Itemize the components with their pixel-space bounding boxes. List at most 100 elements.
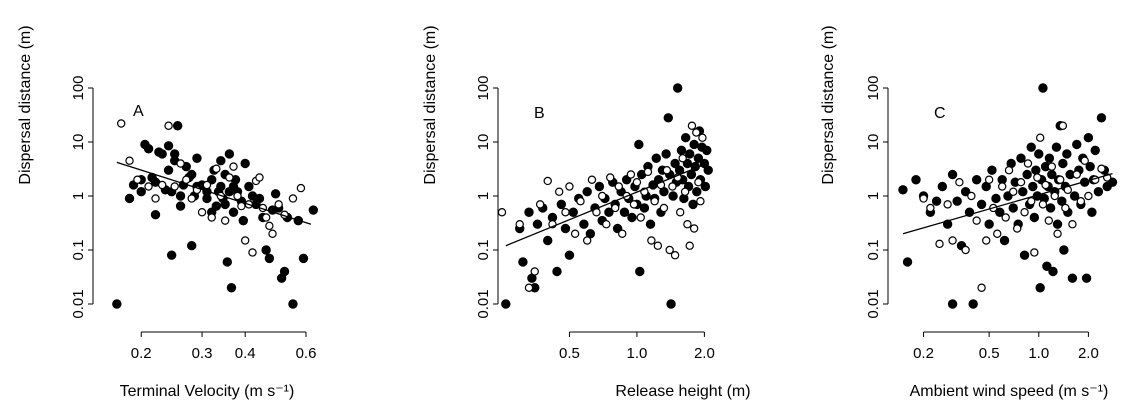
data-point-filled [931,196,942,206]
data-point-filled [124,193,135,204]
data-point-open [977,283,986,292]
data-point-open [687,121,697,130]
data-point-filled [172,121,183,131]
data-point-open [207,213,216,222]
data-point-filled [635,266,645,277]
data-point-open [587,175,597,184]
data-point-filled [254,193,265,204]
data-point-open [151,194,160,203]
y-tick-label: 10 [865,134,882,151]
data-point-open [576,197,585,206]
data-point-filled [1081,273,1092,283]
data-point-filled [163,165,174,175]
data-point-open [618,229,627,238]
x-tick-label: 0.2 [131,345,152,362]
data-point-open [680,187,690,196]
x-tick-label: 1.0 [1028,345,1049,362]
data-point-open [696,197,705,206]
data-point-open [1023,159,1033,168]
data-point-filled [1048,266,1058,277]
data-point-open [248,248,257,257]
data-point-filled [651,153,661,163]
data-point-filled [216,156,226,166]
data-point-filled [1062,149,1072,159]
data-point-open [967,191,976,201]
y-tick-label: 1 [475,192,492,200]
data-point-open [629,200,639,209]
data-point-filled [676,145,687,156]
data-point-open [972,216,981,225]
data-point-filled [543,235,553,246]
data-point-filled [1018,187,1028,197]
data-point-filled [685,149,695,159]
data-point-open [524,283,534,292]
data-point-filled [700,181,711,192]
data-point-filled [175,201,186,211]
data-point-open [647,236,656,245]
data-point-filled [1044,153,1055,163]
data-point-open [993,229,1002,238]
data-point-open [1038,200,1048,209]
data-point-open [665,245,674,255]
y-tick-label: 100 [70,75,87,100]
panel-a: 0.01 0.1 1 10 100 0.2 0.3 0.4 0.6 Dispersal dista… [17,25,319,400]
y-tick-label: 1 [865,192,882,200]
data-point-open [117,119,126,128]
data-point-open [1027,197,1036,206]
data-point-filled [169,149,180,159]
x-tick-label: 0.4 [235,345,256,362]
data-point-open [133,175,142,184]
data-point-open [1001,213,1010,222]
data-point-filled [1034,149,1044,159]
data-point-open [1072,170,1081,179]
data-point-filled [668,191,678,201]
y-tick-label: 1 [70,192,87,200]
data-point-filled [937,181,948,192]
y-axis-label: Dispersal distance (m) [17,25,34,184]
data-point-open [1033,173,1042,182]
data-point-open [982,236,991,245]
data-point-open [1041,180,1050,190]
x-axis-label: Release height (m) [615,383,750,400]
data-point-filled [984,219,994,229]
data-point-open [643,167,653,177]
data-point-filled [604,207,614,217]
data-point-filled [1019,250,1030,260]
data-point-open [602,220,611,229]
data-point-open [1097,164,1106,173]
data-point-filled [1035,283,1045,293]
data-point-filled [166,250,177,260]
data-point-filled [999,235,1010,246]
data-point-filled [157,149,167,159]
data-point-filled [1072,139,1082,150]
data-point-filled [688,199,698,210]
data-point-filled [270,189,281,199]
x-tick-label: 0.6 [296,345,317,362]
data-point-open [1030,248,1039,257]
data-point-open [220,216,230,225]
data-point-filled [991,193,1001,204]
data-point-open [1013,224,1022,233]
data-point-filled [228,207,239,217]
data-point-open [1004,166,1014,175]
data-point-open [543,176,552,186]
x-axis-label: Terminal Velocity (m s⁻¹) [120,383,295,400]
data-point-open [296,183,306,193]
data-point-filled [1026,142,1036,152]
data-point-filled [1008,203,1018,213]
y-tick-label: 0.01 [70,289,87,318]
x-tick-label: 0.2 [913,345,934,362]
data-point-filled [693,153,704,163]
data-point-open [157,180,167,190]
data-point-filled [224,149,235,159]
data-point-filled [1067,273,1078,283]
data-point-filled [186,169,197,180]
data-point-filled [670,158,680,169]
data-point-filled [192,153,202,163]
data-point-filled [692,187,702,197]
data-point-open [1080,156,1089,165]
data-point-filled [1022,169,1032,180]
data-point-filled [582,187,592,197]
x-tick-label: 2.0 [1078,345,1099,362]
